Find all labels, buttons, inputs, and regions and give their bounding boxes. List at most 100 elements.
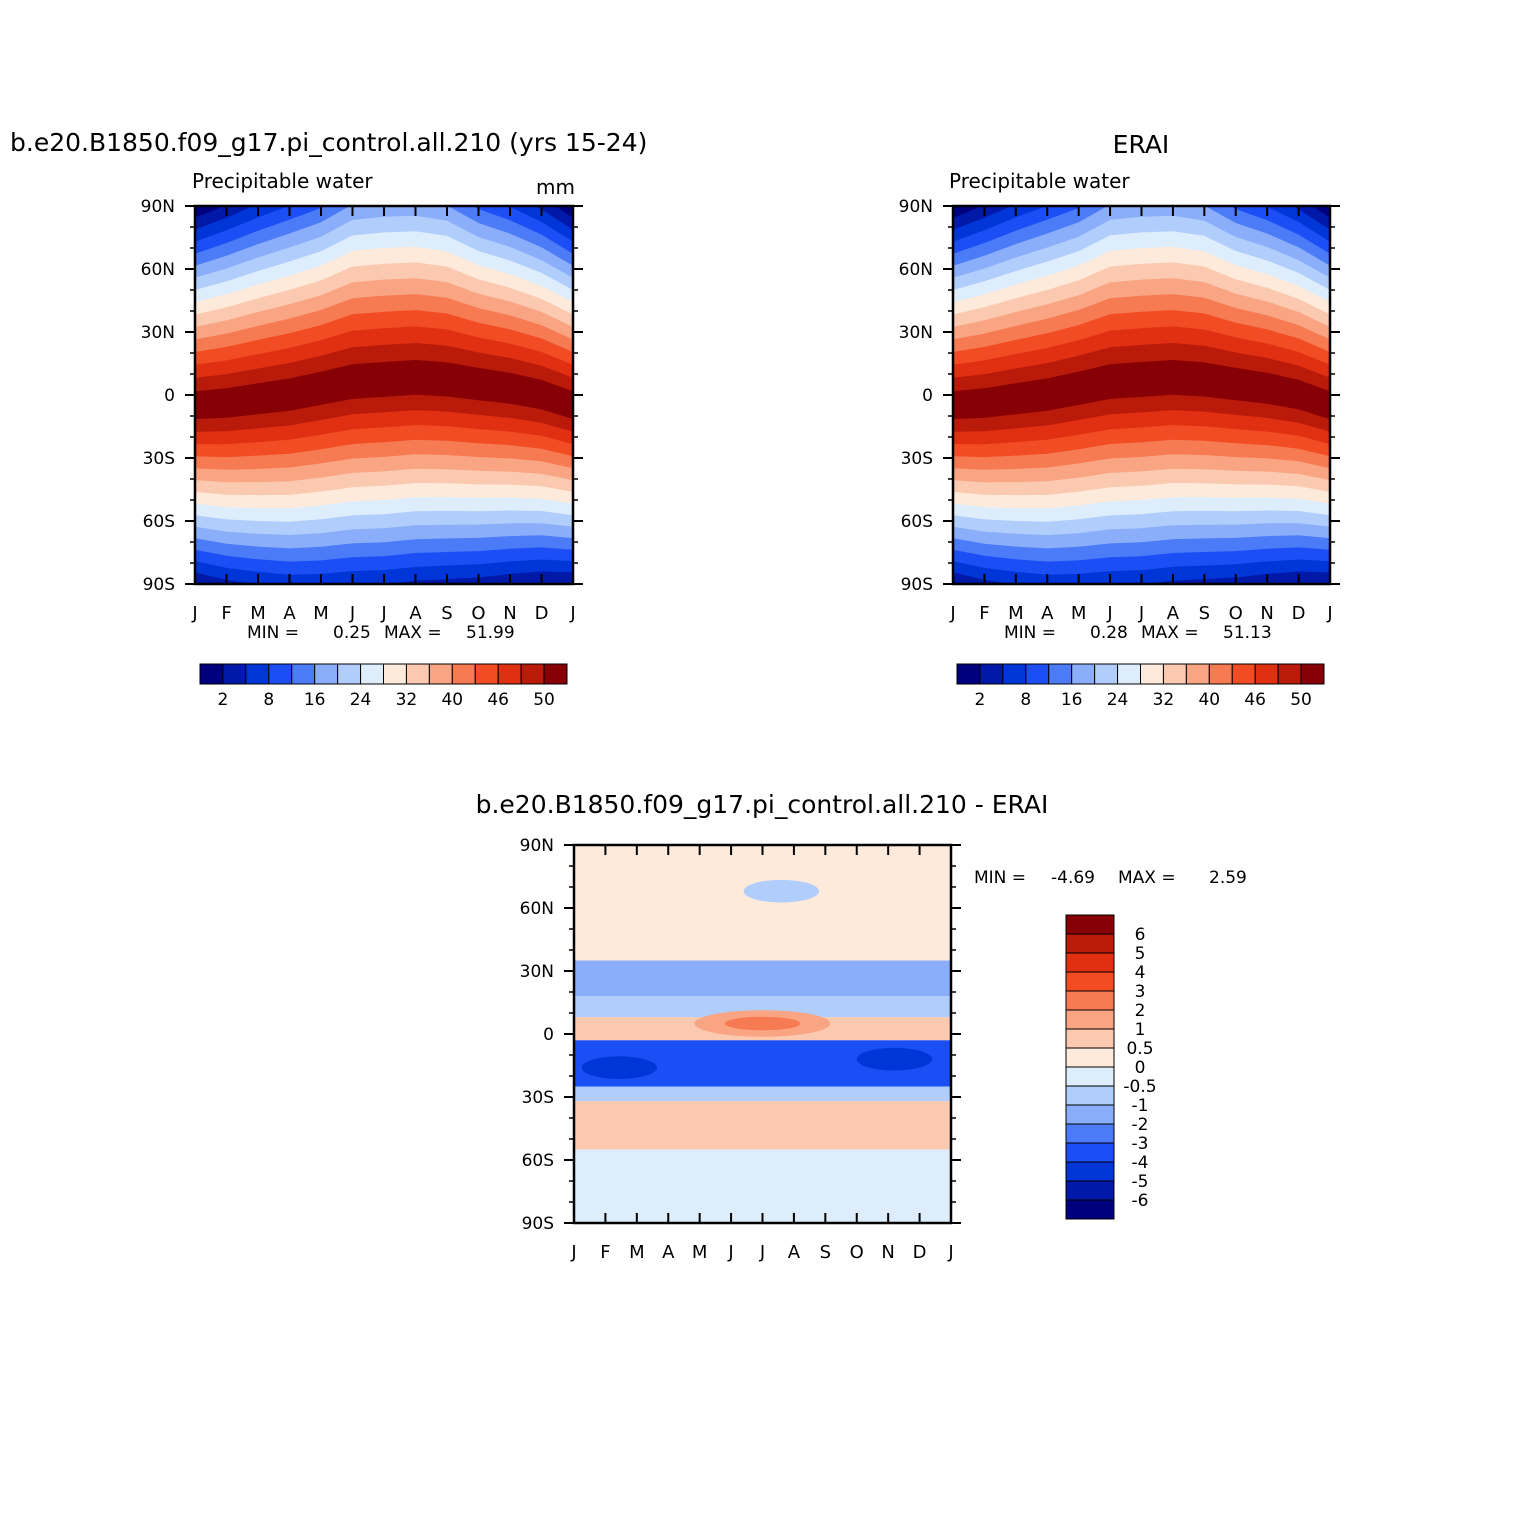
colorbar-label: -6 — [1132, 1191, 1149, 1211]
x-tick-label: N — [881, 1242, 894, 1263]
colorbar-label: 24 — [350, 690, 372, 710]
colorbar-swatch — [405, 663, 430, 685]
field-contour-band — [574, 996, 951, 1018]
x-tick-label: M — [250, 603, 266, 624]
colorbar-swatch — [1140, 663, 1164, 685]
colorbar-label: -5 — [1132, 1172, 1149, 1192]
colorbar-swatch — [1117, 663, 1141, 685]
panel-model-variable-label: Precipitable water — [192, 169, 373, 193]
colorbar-swatch — [1185, 663, 1210, 685]
x-tick-label: D — [535, 603, 549, 624]
panel-difference-min-label: MIN = — [974, 868, 1026, 888]
x-tick-label: M — [629, 1242, 645, 1263]
x-tick-label: M — [1008, 603, 1024, 624]
y-tick-label: 60S — [522, 1151, 554, 1171]
x-tick-label: J — [349, 603, 355, 624]
colorbar-label: 0 — [1135, 1058, 1146, 1078]
colorbar-label: 50 — [1290, 690, 1312, 710]
field-contour-band — [574, 1086, 951, 1102]
y-tick-label: 60N — [141, 260, 175, 280]
panel-difference-max-value: 2.59 — [1209, 868, 1247, 888]
colorbar-label: 16 — [1061, 690, 1083, 710]
panel-model: b.e20.B1850.f09_g17.pi_control.all.210 (… — [10, 128, 647, 710]
x-tick-label: S — [441, 603, 452, 624]
panel-difference-field — [574, 845, 951, 1223]
x-tick-label: M — [313, 603, 329, 624]
colorbar-swatch — [1065, 1009, 1115, 1030]
colorbar-swatch — [1065, 1104, 1115, 1125]
x-tick-label: M — [1071, 603, 1087, 624]
y-tick-label: 90S — [522, 1214, 554, 1234]
x-tick-label: J — [380, 603, 386, 624]
colorbar-swatch — [1065, 1085, 1115, 1106]
x-tick-label: J — [570, 1242, 576, 1263]
colorbar-label: 50 — [533, 690, 555, 710]
colorbar-swatch — [474, 663, 499, 685]
panel-erai-min-value: 0.28 — [1090, 623, 1128, 643]
x-tick-label: A — [409, 603, 422, 624]
colorbar-swatch — [1094, 663, 1119, 685]
panel-erai-title: ERAI — [1113, 130, 1170, 159]
colorbar-swatch — [1231, 663, 1256, 685]
field-contour-band — [856, 1047, 933, 1071]
colorbar-swatch — [1002, 663, 1027, 685]
colorbar-label: 24 — [1107, 690, 1129, 710]
colorbar-swatch — [337, 663, 362, 685]
x-tick-label: J — [569, 603, 575, 624]
colorbar-swatch — [1065, 971, 1115, 992]
colorbar-swatch — [1025, 663, 1050, 685]
colorbar-swatch — [451, 663, 476, 685]
field-contour-band — [724, 1016, 801, 1031]
panel-difference: b.e20.B1850.f09_g17.pi_control.all.210 -… — [476, 790, 1247, 1263]
x-tick-label: O — [471, 603, 485, 624]
colorbar-label: -4 — [1132, 1153, 1149, 1173]
field-contour-band — [743, 879, 820, 903]
colorbar-label: 40 — [1198, 690, 1220, 710]
colorbar-swatch — [1065, 1161, 1115, 1182]
colorbar-label: 8 — [1020, 690, 1031, 710]
colorbar-label: -0.5 — [1123, 1077, 1156, 1097]
colorbar-swatch — [1065, 914, 1115, 935]
y-tick-label: 60N — [899, 260, 933, 280]
y-tick-label: 30S — [901, 449, 933, 469]
panel-model-title: b.e20.B1850.f09_g17.pi_control.all.210 (… — [10, 128, 647, 157]
x-tick-label: O — [1229, 603, 1243, 624]
y-tick-label: 90N — [520, 836, 554, 856]
x-tick-label: A — [283, 603, 296, 624]
colorbar-swatch — [1071, 663, 1096, 685]
panel-model-field — [195, 206, 573, 584]
colorbar-swatch — [497, 663, 522, 685]
colorbar-swatch — [1162, 663, 1187, 685]
colorbar-swatch — [1254, 663, 1279, 685]
colorbar-swatch — [1065, 933, 1115, 954]
colorbar-swatch — [222, 663, 247, 685]
x-tick-label: J — [1106, 603, 1112, 624]
y-tick-label: 90N — [899, 197, 933, 217]
x-tick-label: N — [1260, 603, 1273, 624]
colorbar-swatch — [199, 663, 224, 685]
x-tick-label: J — [949, 603, 955, 624]
colorbar-swatch — [956, 663, 981, 685]
colorbar-label: 2 — [975, 690, 986, 710]
y-tick-label: 60S — [143, 512, 175, 532]
colorbar-label: 46 — [487, 690, 509, 710]
panel-model-max-label: MAX = — [384, 623, 442, 643]
panel-erai-variable-label: Precipitable water — [949, 169, 1130, 193]
colorbar-label: -2 — [1132, 1115, 1149, 1135]
panel-erai-max-label: MAX = — [1141, 623, 1199, 643]
colorbar-swatch — [1048, 663, 1073, 685]
panel-erai-max-value: 51.13 — [1223, 623, 1272, 643]
colorbar-label: 3 — [1135, 982, 1146, 1002]
colorbar-swatch — [1208, 663, 1233, 685]
colorbar-swatch — [383, 663, 407, 685]
panel-erai-colorbar: 2 8 16 24 32 40 46 50 — [956, 663, 1325, 710]
y-tick-label: 30N — [899, 323, 933, 343]
y-tick-label: 0 — [922, 386, 933, 406]
colorbar-swatch — [1065, 1047, 1115, 1068]
colorbar-swatch — [1300, 663, 1325, 685]
colorbar-label: 16 — [304, 690, 326, 710]
x-tick-label: A — [662, 1242, 675, 1263]
colorbar-label: 40 — [441, 690, 463, 710]
